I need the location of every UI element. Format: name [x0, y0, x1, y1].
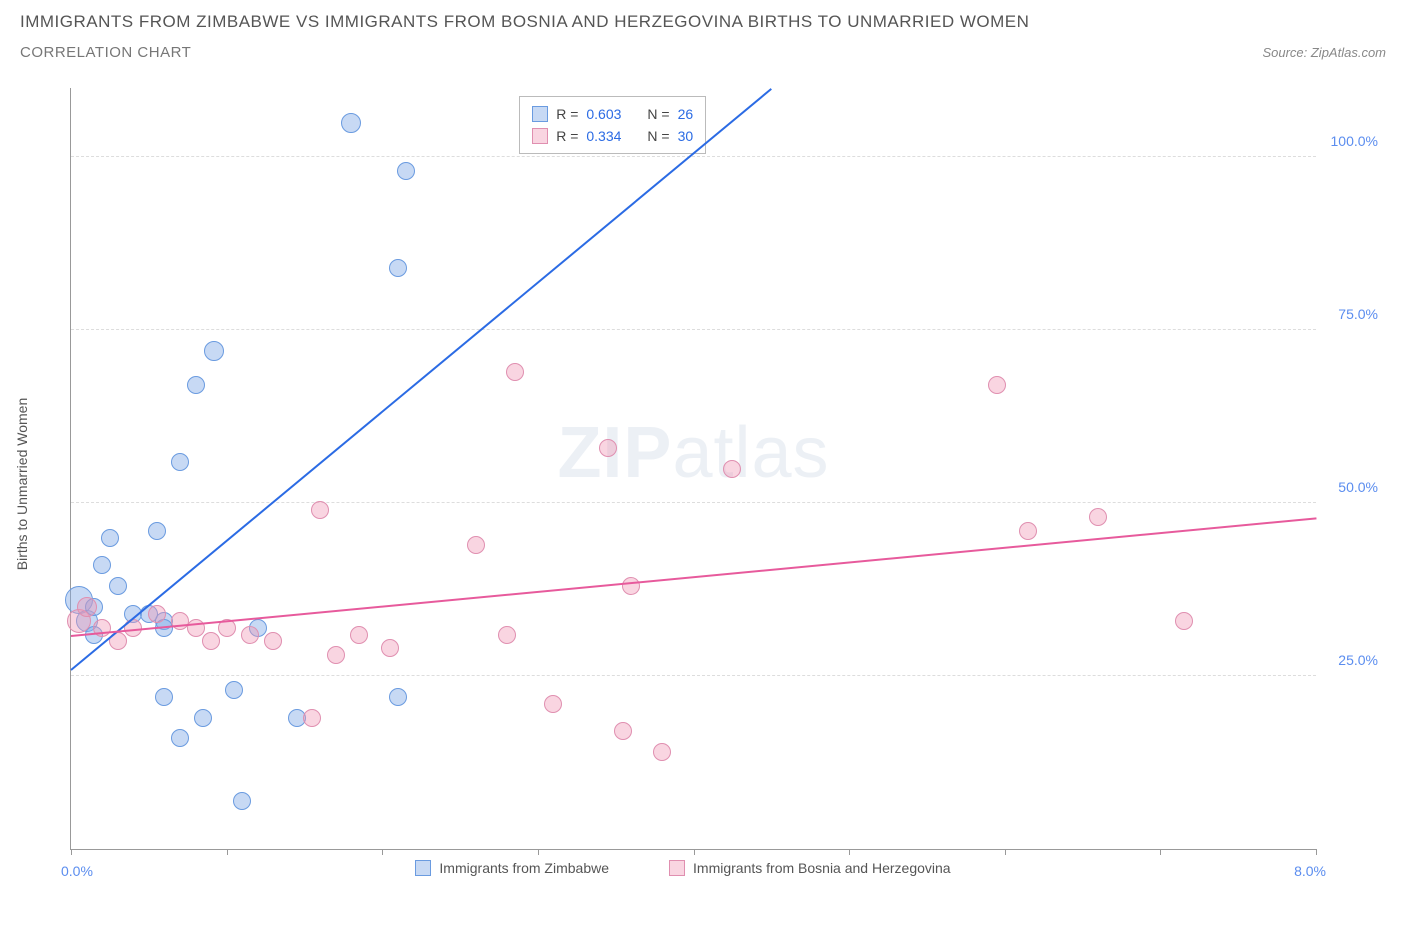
- data-point-bosnia: [614, 722, 632, 740]
- grid-line: [71, 329, 1316, 330]
- legend-row-zimbabwe: R = 0.603 N = 26: [532, 103, 693, 125]
- data-point-zimbabwe: [397, 162, 415, 180]
- data-point-bosnia: [350, 626, 368, 644]
- x-tick: [1005, 849, 1006, 855]
- r-value: 0.334: [586, 125, 621, 147]
- n-label: N =: [647, 103, 669, 125]
- data-point-bosnia: [303, 709, 321, 727]
- grid-line: [71, 502, 1316, 503]
- data-point-zimbabwe: [155, 688, 173, 706]
- y-axis-title: Births to Unmarried Women: [14, 398, 30, 570]
- trend-line-zimbabwe: [70, 88, 772, 671]
- x-tick: [1316, 849, 1317, 855]
- data-point-bosnia: [498, 626, 516, 644]
- data-point-zimbabwe: [204, 341, 224, 361]
- data-point-bosnia: [381, 639, 399, 657]
- r-label: R =: [556, 125, 578, 147]
- x-tick: [382, 849, 383, 855]
- grid-line: [71, 156, 1316, 157]
- n-label: N =: [647, 125, 669, 147]
- data-point-bosnia: [467, 536, 485, 554]
- data-point-zimbabwe: [171, 729, 189, 747]
- chart-title: IMMIGRANTS FROM ZIMBABWE VS IMMIGRANTS F…: [20, 12, 1386, 32]
- x-tick: [1160, 849, 1161, 855]
- data-point-bosnia: [506, 363, 524, 381]
- data-point-zimbabwe: [194, 709, 212, 727]
- watermark: ZIPatlas: [557, 412, 829, 494]
- legend-item-zimbabwe: Immigrants from Zimbabwe: [415, 860, 609, 876]
- data-point-bosnia: [241, 626, 259, 644]
- data-point-bosnia: [148, 605, 166, 623]
- data-point-bosnia: [187, 619, 205, 637]
- trend-line-bosnia: [71, 517, 1316, 637]
- data-point-zimbabwe: [148, 522, 166, 540]
- data-point-bosnia: [988, 376, 1006, 394]
- data-point-zimbabwe: [389, 688, 407, 706]
- y-tick-label: 50.0%: [1323, 479, 1378, 495]
- chart-subtitle: CORRELATION CHART: [20, 44, 191, 61]
- x-tick: [849, 849, 850, 855]
- chart-container: Births to Unmarried Women ZIPatlas 25.0%…: [50, 88, 1316, 880]
- data-point-zimbabwe: [109, 577, 127, 595]
- legend-x-axis: Immigrants from Zimbabwe Immigrants from …: [50, 860, 1316, 876]
- x-tick: [694, 849, 695, 855]
- data-point-zimbabwe: [389, 259, 407, 277]
- data-point-zimbabwe: [233, 792, 251, 810]
- data-point-bosnia: [1019, 522, 1037, 540]
- data-point-bosnia: [77, 597, 97, 617]
- x-tick: [71, 849, 72, 855]
- n-value: 30: [678, 125, 694, 147]
- data-point-bosnia: [622, 577, 640, 595]
- data-point-zimbabwe: [225, 681, 243, 699]
- source-attribution: Source: ZipAtlas.com: [1262, 45, 1386, 60]
- data-point-bosnia: [202, 632, 220, 650]
- y-tick-label: 25.0%: [1323, 652, 1378, 668]
- swatch-icon: [532, 128, 548, 144]
- data-point-bosnia: [723, 460, 741, 478]
- n-value: 26: [678, 103, 694, 125]
- data-point-bosnia: [544, 695, 562, 713]
- legend-item-bosnia: Immigrants from Bosnia and Herzegovina: [669, 860, 951, 876]
- data-point-zimbabwe: [187, 376, 205, 394]
- data-point-bosnia: [599, 439, 617, 457]
- data-point-bosnia: [327, 646, 345, 664]
- data-point-bosnia: [1175, 612, 1193, 630]
- data-point-zimbabwe: [341, 113, 361, 133]
- legend-row-bosnia: R = 0.334 N = 30: [532, 125, 693, 147]
- x-tick: [227, 849, 228, 855]
- x-tick: [538, 849, 539, 855]
- series-label: Immigrants from Bosnia and Herzegovina: [693, 860, 951, 876]
- data-point-bosnia: [653, 743, 671, 761]
- r-value: 0.603: [586, 103, 621, 125]
- swatch-icon: [415, 860, 431, 876]
- swatch-icon: [669, 860, 685, 876]
- data-point-zimbabwe: [101, 529, 119, 547]
- grid-line: [71, 675, 1316, 676]
- data-point-zimbabwe: [93, 556, 111, 574]
- correlation-legend: R = 0.603 N = 26 R = 0.334 N = 30: [519, 96, 706, 155]
- data-point-bosnia: [311, 501, 329, 519]
- y-tick-label: 75.0%: [1323, 306, 1378, 322]
- data-point-zimbabwe: [171, 453, 189, 471]
- plot-area: ZIPatlas 25.0%50.0%75.0%100.0%0.0%8.0%R …: [70, 88, 1316, 850]
- series-label: Immigrants from Zimbabwe: [439, 860, 609, 876]
- r-label: R =: [556, 103, 578, 125]
- swatch-icon: [532, 106, 548, 122]
- data-point-bosnia: [264, 632, 282, 650]
- data-point-bosnia: [1089, 508, 1107, 526]
- y-tick-label: 100.0%: [1323, 133, 1378, 149]
